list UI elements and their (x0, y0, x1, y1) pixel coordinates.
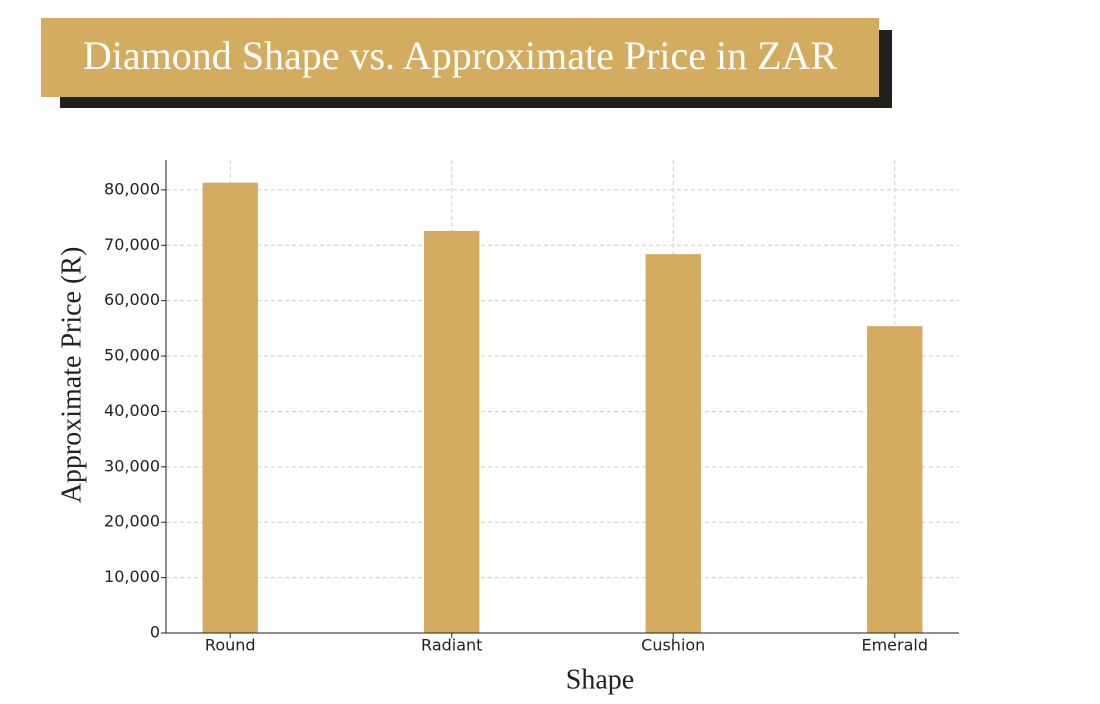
bar (645, 254, 701, 633)
plot-area: 0 10,000 20,000 30,000 40,000 50,000 60,000 70,… (104, 160, 959, 655)
bar (202, 182, 258, 633)
x-tick-label: Emerald (861, 636, 928, 655)
title-box (41, 18, 879, 97)
y-tick-label: 20,000 (104, 512, 160, 531)
y-tick-label: 0 (150, 623, 160, 642)
y-tick-label: 10,000 (104, 567, 160, 586)
bar (867, 326, 923, 633)
y-tick-label: 70,000 (104, 235, 160, 254)
x-tick-label: Cushion (641, 636, 705, 655)
y-tick-label: 30,000 (104, 456, 160, 475)
y-tick-label: 80,000 (104, 179, 160, 198)
y-tick-label: 40,000 (104, 401, 160, 420)
y-tick-label: 50,000 (104, 346, 160, 365)
bar (424, 230, 480, 634)
x-tick-label: Radiant (421, 636, 482, 655)
y-axis-label: Approximate Price (R) (56, 247, 87, 504)
chart-title: Diamond Shape vs. Approximate Price in Z… (83, 33, 838, 78)
x-axis-label: Shape (566, 664, 634, 695)
y-tick-label: 60,000 (104, 290, 160, 309)
x-tick-label: Round (205, 636, 256, 655)
